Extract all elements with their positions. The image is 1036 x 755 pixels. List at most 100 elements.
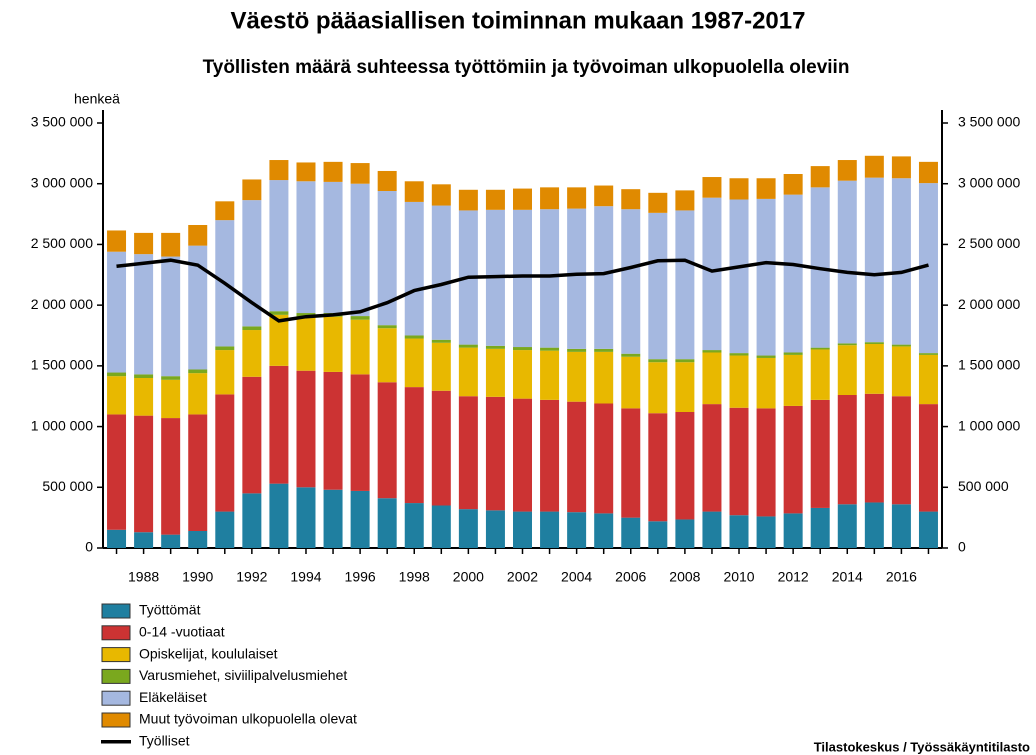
bar-segment (269, 160, 289, 181)
bar-segment (675, 362, 695, 412)
bar-segment (107, 414, 127, 530)
bar-segment (918, 511, 938, 548)
bar-segment (702, 404, 722, 512)
bar-segment (594, 351, 614, 404)
bar-segment (242, 330, 262, 377)
bar-segment (215, 394, 235, 512)
bar-segment (729, 353, 749, 356)
bar-segment (918, 183, 938, 354)
source: Tilastokeskus / Työssäkäyntitilasto (814, 739, 1030, 754)
bar-segment (702, 352, 722, 405)
x-tick-label: 1988 (128, 569, 159, 585)
bar-segment (188, 531, 208, 548)
bar-segment (864, 502, 884, 548)
bar-segment (702, 197, 722, 351)
y2-tick-label: 1 000 000 (958, 417, 1020, 433)
legend-label: Varusmiehet, siviilipalvelusmiehet (139, 667, 347, 683)
bar-segment (107, 376, 127, 415)
bar-segment (188, 225, 208, 246)
y-tick-label: 1 500 000 (31, 357, 93, 373)
bar-segment (810, 166, 830, 188)
y-tick-label: 2 500 000 (31, 235, 93, 251)
x-tick-label: 1998 (399, 569, 430, 585)
bar-segment (675, 190, 695, 211)
bar-segment (783, 194, 803, 353)
bar-segment (567, 401, 587, 513)
bar-segment (675, 519, 695, 548)
bar-segment (404, 338, 424, 388)
bar-segment (783, 354, 803, 406)
legend-swatch (101, 712, 131, 728)
y2-tick-label: 0 (958, 539, 966, 555)
bar-segment (810, 347, 830, 350)
bar-segment (513, 209, 532, 348)
bar-segment (594, 513, 614, 548)
bar-segment (540, 511, 560, 548)
bar-segment (594, 185, 614, 207)
bar-segment (350, 319, 370, 375)
bar-segment (621, 517, 641, 548)
bar-segment (621, 356, 641, 409)
y2-tick-label: 500 000 (958, 478, 1009, 494)
bar-segment (107, 529, 127, 548)
bar-segment (513, 188, 532, 210)
bar-segment (242, 179, 262, 201)
bar-segment (242, 493, 262, 548)
bar-segment (377, 325, 397, 329)
bar-segment (513, 511, 532, 548)
bar-segment (188, 373, 208, 415)
bar-segment (810, 399, 830, 508)
x-tick-label: 2002 (507, 569, 538, 585)
bar-segment (864, 342, 884, 344)
bar-segment (891, 396, 911, 505)
legend-label: Eläkeläiset (139, 689, 207, 705)
bar-segment (837, 395, 857, 505)
bar-segment (729, 515, 749, 548)
bar-segment (215, 346, 235, 351)
bar-segment (161, 379, 181, 419)
bar-segment (431, 390, 451, 506)
bar-segment (540, 187, 560, 210)
bar-segment (729, 178, 749, 200)
bar-segment (269, 314, 289, 366)
bar-segment (296, 181, 316, 314)
bar-segment (485, 510, 505, 548)
y2-tick-label: 3 000 000 (958, 174, 1020, 190)
bar-segment (918, 353, 938, 355)
bar-segment (485, 348, 505, 397)
bar-segment (594, 206, 614, 349)
bar-segment (458, 396, 478, 510)
bar-segment (837, 504, 857, 548)
bar-segment (350, 374, 370, 491)
bar-segment (918, 354, 938, 405)
bar-segment (864, 155, 884, 178)
bar-segment (783, 405, 803, 514)
bar-segment (783, 352, 803, 355)
bar-segment (296, 162, 316, 182)
bar-segment (458, 189, 478, 211)
bar-segment (269, 365, 289, 484)
bar-segment (215, 350, 235, 395)
bar-segment (648, 212, 668, 360)
bar-segment (513, 350, 532, 399)
bar-segment (269, 311, 289, 315)
y-tick-label: 0 (85, 539, 93, 555)
bar-segment (350, 163, 370, 184)
bar-segment (675, 412, 695, 520)
bar-segment (756, 198, 776, 356)
x-tick-label: 2016 (886, 569, 917, 585)
bar-segment (891, 156, 911, 179)
y2-tick-label: 1 500 000 (958, 357, 1020, 373)
legend-swatch (101, 625, 131, 641)
bar-segment (107, 251, 127, 373)
x-tick-label: 2006 (615, 569, 646, 585)
x-tick-label: 2012 (778, 569, 809, 585)
bar-segment (377, 328, 397, 383)
bar-segment (404, 387, 424, 504)
bar-segment (756, 355, 776, 358)
bar-segment (621, 408, 641, 518)
bar-segment (431, 184, 451, 206)
bar-segment (621, 189, 641, 210)
bar-segment (161, 534, 181, 548)
bar-segment (756, 408, 776, 517)
